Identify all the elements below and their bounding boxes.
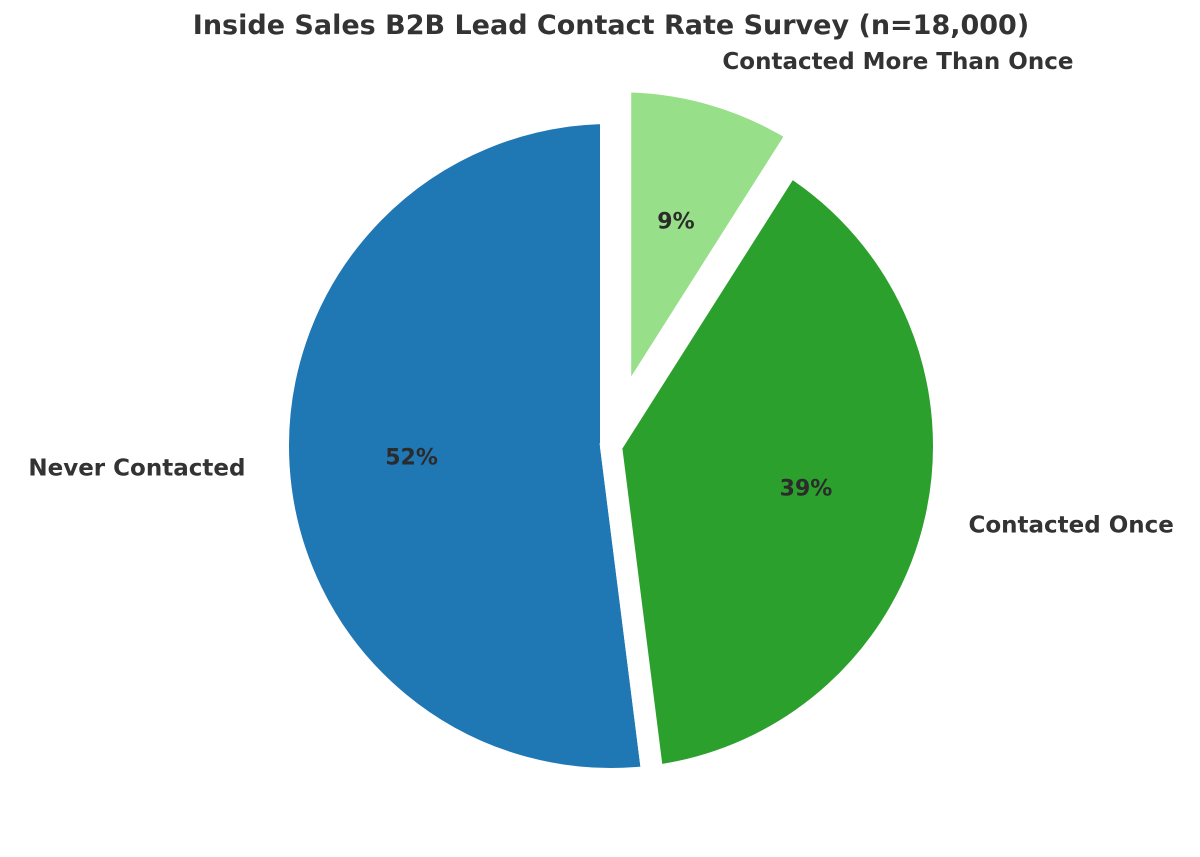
pie-slices (267, 70, 955, 790)
pct-label-contacted-more-than-once: 9% (657, 209, 694, 234)
pct-label-never-contacted: 52% (385, 446, 438, 471)
pct-label-contacted-once: 39% (780, 477, 833, 502)
pie-slice-contacted-more-than-once (609, 70, 814, 453)
chart-title: Inside Sales B2B Lead Contact Rate Surve… (192, 10, 1030, 41)
pie-slice-never-contacted (267, 101, 666, 790)
pie-labels: Never Contacted 52% Contacted Once 39% Conta… (28, 49, 1174, 538)
slice-label-never-contacted: Never Contacted (28, 456, 245, 482)
slice-label-contacted-more-than-once: Contacted More Than Once (722, 49, 1073, 75)
slice-label-contacted-once: Contacted Once (968, 512, 1173, 538)
